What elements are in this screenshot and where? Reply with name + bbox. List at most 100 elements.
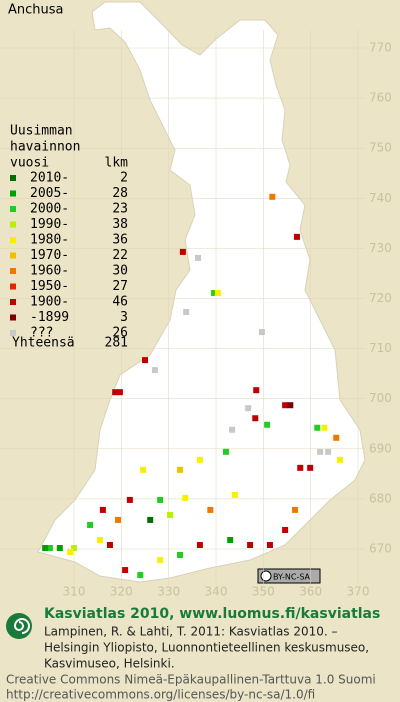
- observation: [151, 367, 158, 374]
- observation: [177, 552, 184, 559]
- observation: [106, 541, 113, 548]
- x-tick-label: 320: [110, 585, 133, 599]
- legend-swatch: [10, 268, 16, 274]
- observation: [147, 516, 154, 523]
- legend-label: 2010-: [30, 171, 69, 186]
- species-title: Anchusa: [8, 3, 64, 18]
- observation: [266, 541, 273, 548]
- cc-badge: BY-NC-SA: [257, 568, 321, 584]
- observation: [317, 448, 324, 455]
- observation: [333, 434, 340, 441]
- observation: [87, 521, 94, 528]
- legend-swatch: [10, 206, 16, 212]
- legend-count-header: lkm: [105, 156, 129, 171]
- observation: [56, 544, 63, 551]
- observation: [183, 309, 190, 316]
- observation: [337, 456, 344, 463]
- observation: [293, 233, 300, 240]
- x-tick-label: 350: [252, 585, 275, 599]
- observation: [214, 289, 221, 296]
- legend-count: 22: [112, 248, 128, 263]
- y-tick-label: 710: [369, 341, 392, 355]
- observation: [269, 193, 276, 200]
- legend-header: Uusimman: [10, 124, 73, 139]
- observation: [116, 389, 123, 396]
- legend-swatch: [10, 283, 16, 290]
- total-label: Yhteensä: [12, 336, 75, 351]
- legend-label: ???: [30, 326, 53, 341]
- legend-label: 1960-: [30, 264, 69, 279]
- license-line: Creative Commons Nimeä-Epäkaupallinen-Ta…: [6, 673, 376, 687]
- observation: [247, 541, 254, 548]
- legend-count: 3: [120, 310, 128, 325]
- observation: [182, 494, 189, 501]
- legend-label: 1950-: [30, 279, 69, 294]
- observation: [207, 506, 214, 513]
- y-tick-label: 690: [369, 441, 392, 455]
- legend-count: 2: [120, 171, 128, 186]
- y-tick-label: 700: [369, 391, 392, 405]
- observation: [196, 541, 203, 548]
- finland-outline: [37, 1, 366, 583]
- observation: [157, 557, 164, 564]
- observation: [126, 496, 133, 503]
- x-tick-label: 310: [63, 585, 86, 599]
- legend-header: vuosi: [10, 156, 49, 171]
- observation: [231, 491, 238, 498]
- observation: [253, 387, 260, 394]
- badge-text: BY-NC-SA: [273, 573, 311, 582]
- observation: [227, 536, 234, 543]
- legend-label: 2000-: [30, 202, 69, 217]
- legend-swatch: [10, 221, 16, 228]
- y-tick-label: 670: [369, 542, 392, 556]
- y-tick-label: 730: [369, 241, 392, 255]
- y-tick-label: 760: [369, 91, 392, 105]
- y-tick-label: 740: [369, 191, 392, 205]
- observation: [142, 357, 148, 364]
- legend-count: 26: [112, 326, 128, 341]
- legend-swatch: [10, 237, 16, 243]
- legend-count: 23: [112, 202, 128, 217]
- observation: [229, 426, 236, 433]
- total-count: 281: [105, 336, 128, 351]
- observation: [71, 544, 77, 551]
- legend-count: 30: [112, 264, 128, 279]
- observation: [325, 448, 332, 455]
- observation: [167, 511, 174, 518]
- observation: [97, 536, 104, 543]
- observation: [46, 544, 53, 551]
- observation: [282, 526, 289, 533]
- license-line: http://creativecommons.org/licenses/by-n…: [6, 688, 315, 702]
- legend-swatch: [10, 252, 16, 259]
- observation: [282, 402, 289, 409]
- observation: [137, 572, 144, 579]
- observation: [196, 456, 203, 463]
- legend-count: 36: [112, 233, 128, 248]
- legend-label: 1900-: [30, 295, 69, 310]
- legend-swatch: [10, 314, 16, 321]
- observation: [314, 424, 321, 431]
- observation: [321, 424, 328, 431]
- citation-line: Kasvimuseo, Helsinki.: [44, 657, 175, 671]
- observation: [99, 506, 106, 513]
- legend-label: 1990-: [30, 217, 69, 232]
- observation: [252, 415, 259, 422]
- observation: [195, 254, 202, 261]
- legend-label: 1970-: [30, 248, 69, 263]
- legend-count: 38: [112, 217, 128, 232]
- x-tick-label: 360: [299, 585, 322, 599]
- observation: [157, 496, 164, 503]
- legend-swatch: [10, 330, 16, 336]
- legend-label: -1899: [30, 310, 69, 325]
- legend-count: 28: [112, 186, 128, 201]
- logo: [6, 613, 32, 639]
- y-tick-label: 680: [369, 491, 392, 505]
- legend-count: 27: [112, 279, 128, 294]
- observation: [140, 466, 147, 473]
- observation: [287, 402, 294, 409]
- y-tick-label: 750: [369, 141, 392, 155]
- citation-line: Helsingin Yliopisto, Luonnontieteellinen…: [44, 641, 369, 655]
- observation: [222, 448, 229, 455]
- observation: [264, 421, 271, 428]
